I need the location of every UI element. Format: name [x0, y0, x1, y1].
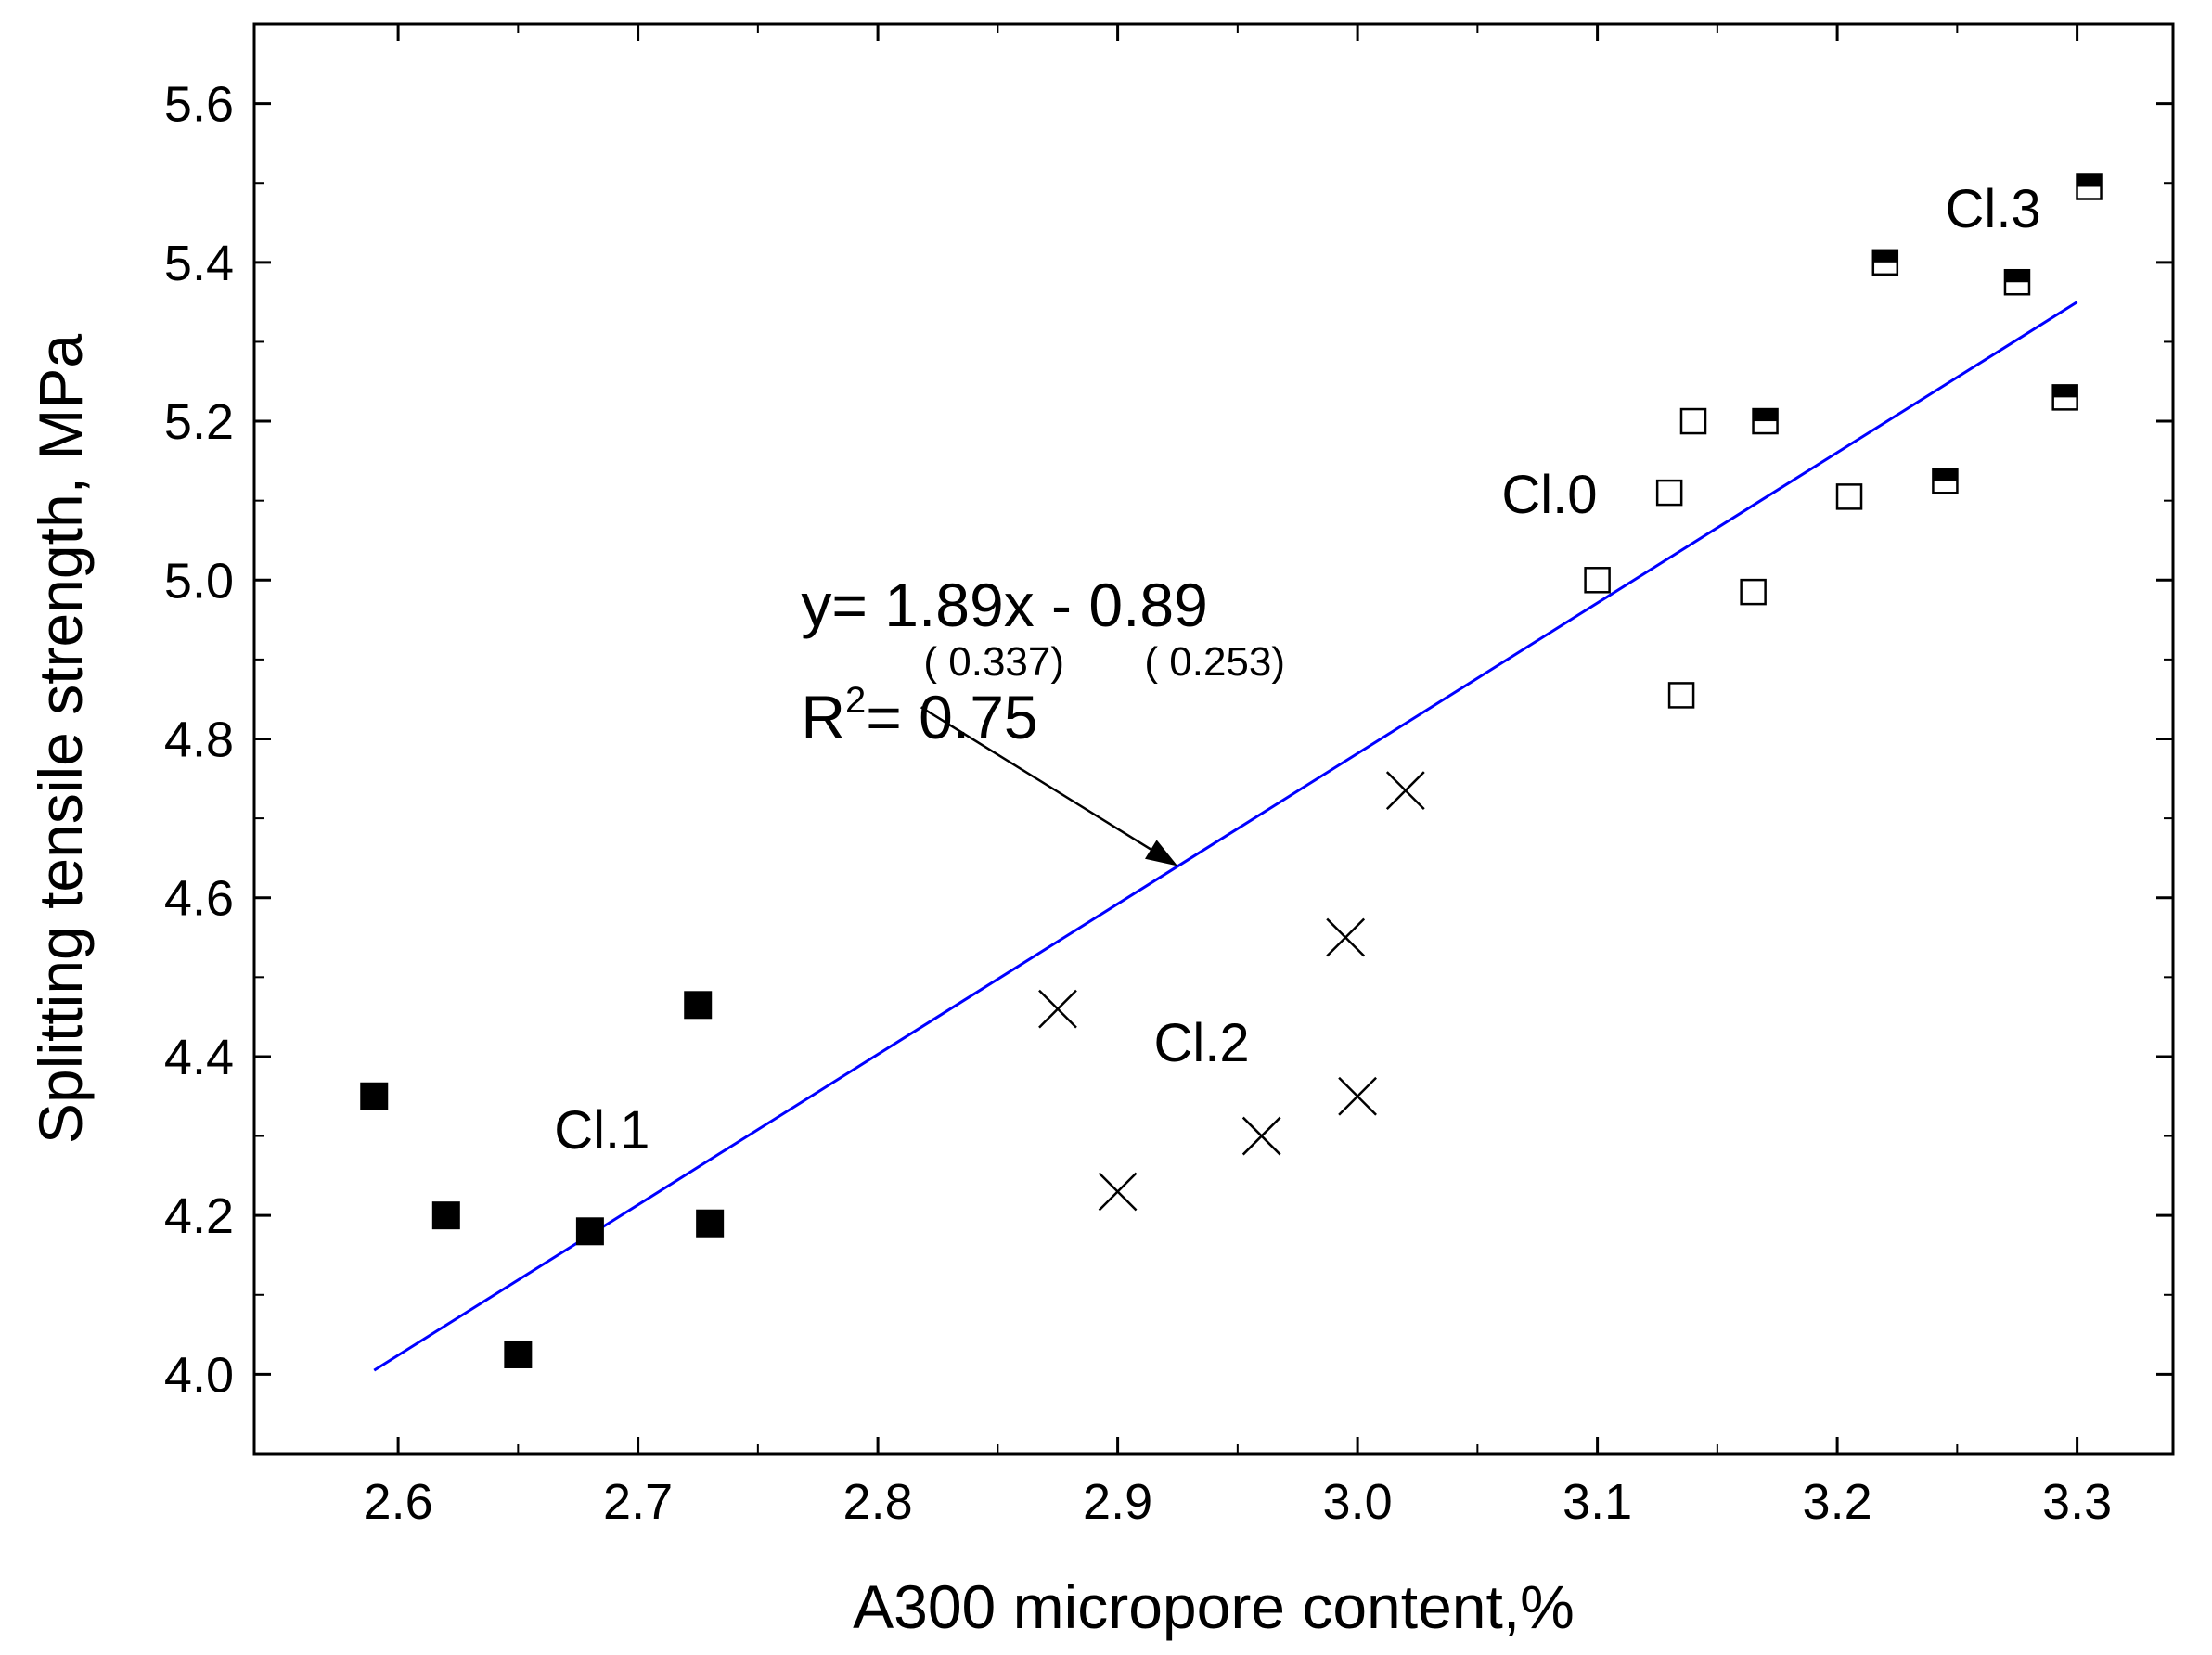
point-filled-square: [575, 1217, 604, 1246]
x-tick-label: 3.0: [1323, 1474, 1393, 1530]
class-label: Cl.3: [1946, 179, 2041, 239]
point-x: [1098, 1172, 1138, 1212]
y-tick-label: 4.6: [164, 871, 234, 927]
fit-line-group: [373, 301, 2078, 1372]
x-tick-label: 2.9: [1083, 1474, 1152, 1530]
y-tick-label: 4.8: [164, 712, 234, 768]
y-tick-label: 4.2: [164, 1188, 234, 1244]
point-half-filled-square: [1752, 407, 1779, 435]
point-half-filled-square: [2003, 268, 2031, 296]
point-x: [1241, 1116, 1281, 1156]
plot-frame: [252, 22, 2175, 1456]
point-filled-square: [360, 1082, 389, 1110]
equation-text: y= 1.89x - 0.89: [801, 571, 1207, 639]
point-x: [1385, 771, 1425, 811]
class-labels: Cl.0 Cl.1 Cl.2 Cl.3: [554, 179, 2040, 1161]
point-x-stroke-b: [1338, 1076, 1377, 1116]
y-tick-label: 5.2: [164, 394, 234, 450]
point-half-fill: [2077, 174, 2102, 187]
data-points: [360, 173, 2103, 1368]
x-axis-title: A300 micropore content,%: [853, 1572, 1575, 1641]
r-squared-text: R2= 0.75: [801, 680, 1037, 751]
slope-se-text: ( 0.337): [923, 639, 1064, 685]
x-tick-label: 3.2: [1803, 1474, 1872, 1530]
y-tick-label: 4.4: [164, 1030, 234, 1085]
y-tick-label: 5.0: [164, 553, 234, 609]
x-tick-label: 3.3: [2042, 1474, 2112, 1530]
point-open-square: [1679, 407, 1707, 435]
point-x: [1038, 989, 1077, 1029]
point-open-square: [1835, 483, 1863, 510]
x-tick-label: 2.7: [603, 1474, 673, 1530]
class-label: Cl.1: [554, 1100, 649, 1161]
class-label: Cl.2: [1153, 1013, 1249, 1073]
y-axis-title: Splitting tensile strength, MPa: [26, 334, 95, 1144]
x-tick-label: 3.1: [1563, 1474, 1632, 1530]
r-squared-value: = 0.75: [866, 683, 1037, 751]
y-tick-label: 4.0: [164, 1347, 234, 1403]
x-tick-label: 2.6: [364, 1474, 433, 1530]
point-x-stroke-b: [1098, 1172, 1138, 1212]
y-tick-label: 5.4: [164, 236, 234, 291]
y-tick-label: 5.6: [164, 77, 234, 133]
point-x-stroke-b: [1326, 917, 1366, 957]
point-half-fill: [2052, 385, 2077, 398]
point-half-fill: [2004, 270, 2029, 283]
point-open-square: [1740, 578, 1767, 606]
regression-annotation: y= 1.89x - 0.89 ( 0.337) ( 0.253) R2= 0.…: [801, 571, 1285, 866]
axis-ticks: 2.6 2.7 2.8 2.9 3.0 3.1 3.2 3.3 4.0 4.2 4.4 4.6 4.8 5…: [164, 24, 2173, 1530]
r-squared-exponent: 2: [845, 680, 866, 721]
class-label: Cl.0: [1501, 465, 1597, 525]
point-open-square: [1655, 479, 1683, 507]
point-open-square: [1667, 682, 1695, 709]
point-half-filled-square: [2051, 384, 2078, 411]
point-filled-square: [431, 1201, 460, 1230]
point-half-fill: [1933, 468, 1958, 481]
point-half-filled-square: [1871, 249, 1899, 276]
point-open-square: [1584, 567, 1611, 594]
annotation-arrow-line: [920, 706, 1151, 851]
annotation-arrow-head: [1144, 840, 1178, 866]
point-x: [1326, 917, 1366, 957]
point-x-stroke-b: [1385, 771, 1425, 811]
point-half-filled-square: [1932, 468, 1959, 494]
point-half-fill: [1872, 250, 1897, 263]
r-squared-prefix: R: [801, 683, 845, 751]
point-x-stroke-b: [1038, 989, 1077, 1029]
point-x-stroke-b: [1241, 1116, 1281, 1156]
fit-line: [373, 301, 2078, 1372]
point-filled-square: [696, 1209, 725, 1238]
point-filled-square: [684, 991, 713, 1020]
point-half-fill: [1753, 409, 1778, 422]
point-half-filled-square: [2076, 173, 2103, 200]
point-x: [1338, 1076, 1377, 1116]
intercept-se-text: ( 0.253): [1144, 639, 1285, 685]
point-filled-square: [504, 1340, 533, 1368]
x-tick-label: 2.8: [843, 1474, 913, 1530]
